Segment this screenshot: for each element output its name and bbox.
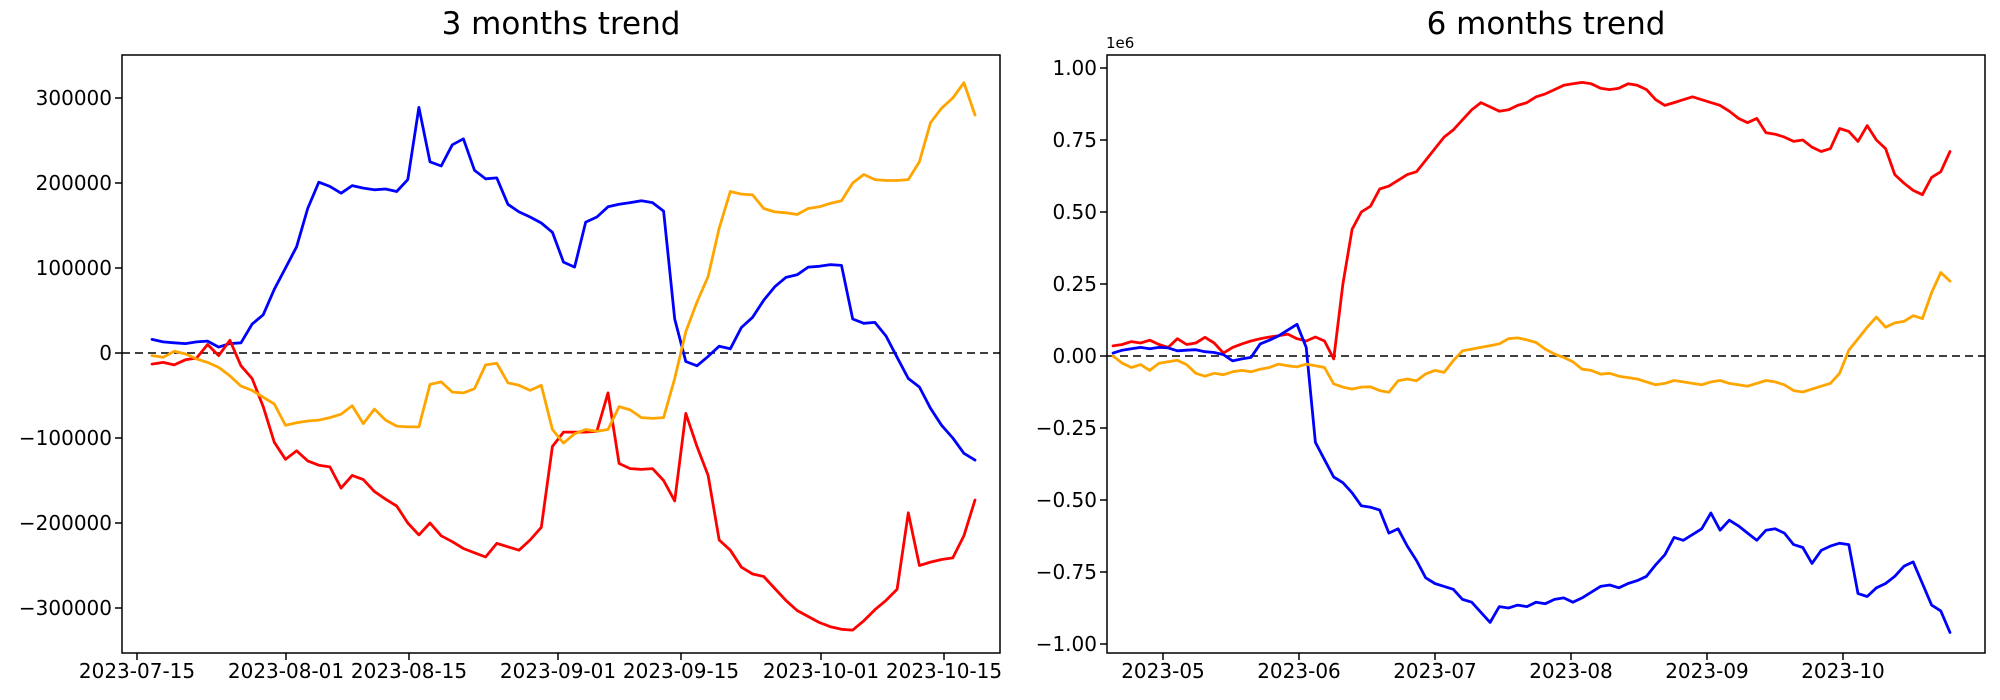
x-tick-label: 2023-09-01 [500,659,616,683]
y-axis-offset-label: 1e6 [1106,34,1134,52]
series-line-red [1111,81,1952,361]
y-tick-label: 300000 [36,86,112,110]
y-tick-label: 0.50 [1052,200,1097,224]
y-tick-label: −1.00 [1036,632,1097,656]
y-tick-label: −300000 [19,596,112,620]
x-tick-label: 2023-10-15 [886,659,1002,683]
series-line-blue [1111,322,1952,634]
y-tick-label: −200000 [19,511,112,535]
y-tick-label: −100000 [19,426,112,450]
series-line-red [150,338,977,632]
x-tick-label: 2023-07-15 [79,659,195,683]
y-tick-label: 100000 [36,256,112,280]
y-tick-label: −0.25 [1036,416,1097,440]
y-tick-label: 0.75 [1052,128,1097,152]
plot-border [1106,54,1986,654]
y-tick-label: 0.25 [1052,272,1097,296]
x-tick-label: 2023-09-15 [623,659,739,683]
y-tick-label: 0.00 [1052,344,1097,368]
x-tick-label: 2023-06 [1257,659,1341,683]
series-line-orange [1111,271,1952,394]
y-tick-label: 1.00 [1052,56,1097,80]
x-tick-label: 2023-05 [1121,659,1205,683]
x-tick-label: 2023-10 [1801,659,1885,683]
y-tick-label: −0.75 [1036,560,1097,584]
chart-title-6-months: 6 months trend [1426,6,1666,42]
x-tick-label: 2023-10-01 [763,659,879,683]
series-line-orange [150,81,977,445]
y-tick-label: 0 [99,341,112,365]
series-line-blue [150,106,977,462]
x-tick-label: 2023-09 [1665,659,1749,683]
chart-title-3-months: 3 months trend [441,6,681,42]
x-tick-label: 2023-08-15 [351,659,467,683]
y-tick-label: −0.50 [1036,488,1097,512]
plot-border [121,54,1001,654]
y-tick-label: 200000 [36,171,112,195]
x-tick-label: 2023-08-01 [228,659,344,683]
x-tick-label: 2023-07 [1393,659,1477,683]
x-tick-label: 2023-08 [1529,659,1613,683]
